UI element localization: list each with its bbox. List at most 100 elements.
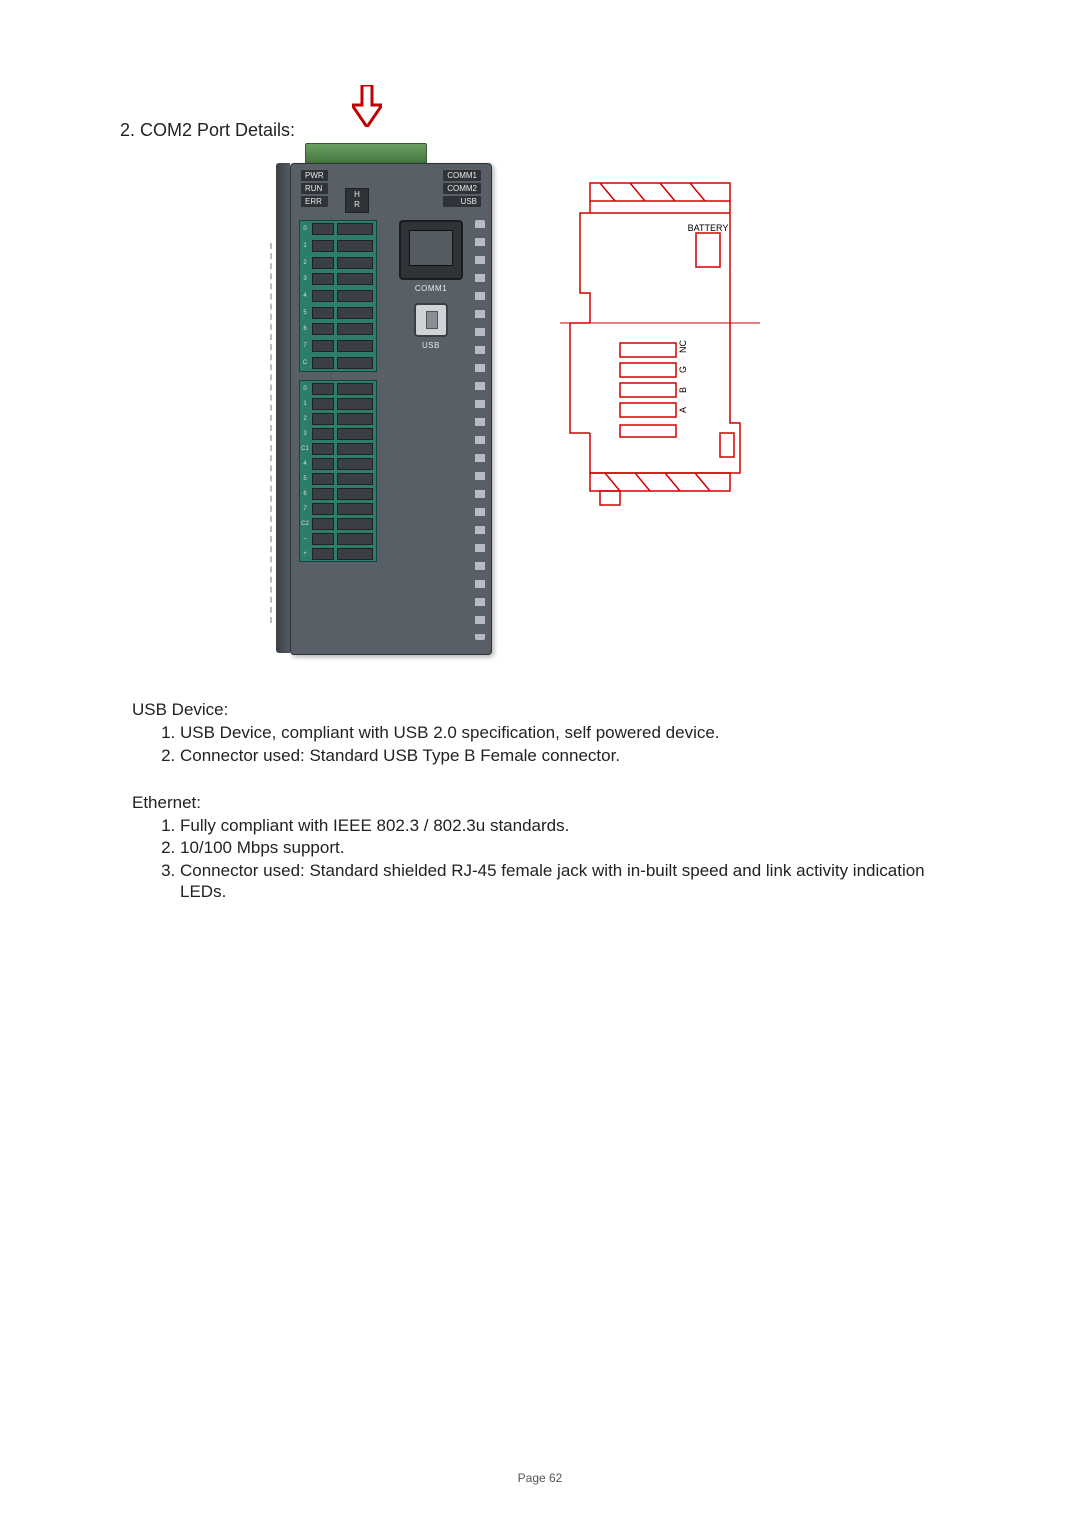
- terminal-screw: [312, 307, 334, 319]
- pin-nc: NC: [678, 340, 688, 353]
- terminal-row-label: 1: [300, 243, 310, 249]
- ethernet-section: Ethernet: Fully compliant with IEEE 802.…: [120, 792, 960, 902]
- status-err: ERR: [301, 196, 328, 207]
- terminal-row-label: C2: [300, 521, 310, 527]
- terminal-row: +: [300, 546, 376, 561]
- terminal-screw: [312, 240, 334, 252]
- terminal-row: C: [300, 354, 376, 371]
- status-usb: USB: [443, 196, 481, 207]
- terminal-row: C1: [300, 441, 376, 456]
- terminal-screw: [312, 458, 334, 470]
- terminal-slot: [337, 413, 373, 425]
- terminal-slot: [337, 458, 373, 470]
- plc-side-edge: [276, 163, 290, 653]
- terminal-row-label: 1: [300, 401, 310, 407]
- terminal-row-label: –: [300, 536, 310, 542]
- terminal-screw: [312, 533, 334, 545]
- terminal-row-label: 2: [300, 416, 310, 422]
- status-col-left: PWR RUN ERR: [301, 170, 328, 207]
- terminal-row: 1: [300, 238, 376, 255]
- terminal-row: 5: [300, 471, 376, 486]
- status-pwr: PWR: [301, 170, 328, 181]
- terminal-screw: [312, 398, 334, 410]
- list-item: Connector used: Standard shielded RJ-45 …: [180, 860, 960, 903]
- terminal-row: 5: [300, 304, 376, 321]
- usb-title: USB Device:: [132, 699, 960, 720]
- list-item: 10/100 Mbps support.: [180, 837, 960, 858]
- terminal-row-label: 6: [300, 491, 310, 497]
- status-run: RUN: [301, 183, 328, 194]
- terminal-screw: [312, 257, 334, 269]
- terminal-row: 4: [300, 456, 376, 471]
- terminal-row: 1: [300, 396, 376, 411]
- hr-r: R: [346, 200, 368, 210]
- terminal-block-x: 01234567C: [299, 220, 377, 372]
- hr-switch: H R: [345, 188, 369, 213]
- ethernet-list: Fully compliant with IEEE 802.3 / 802.3u…: [180, 815, 960, 902]
- terminal-screw: [312, 340, 334, 352]
- terminal-slot: [337, 503, 373, 515]
- status-col-right: COMM1 COMM2 USB: [443, 170, 481, 207]
- terminal-screw: [312, 548, 334, 560]
- terminal-row: 3: [300, 426, 376, 441]
- terminal-row-label: C: [300, 360, 310, 366]
- terminal-screw: [312, 428, 334, 440]
- comm1-label: COMM1: [381, 284, 481, 293]
- pin-a: A: [678, 407, 688, 413]
- usb-list: USB Device, compliant with USB 2.0 speci…: [180, 722, 960, 766]
- list-item: USB Device, compliant with USB 2.0 speci…: [180, 722, 960, 743]
- terminal-row-label: 6: [300, 326, 310, 332]
- terminal-slot: [337, 323, 373, 335]
- terminal-slot: [337, 488, 373, 500]
- terminal-slot: [337, 533, 373, 545]
- battery-label: BATTERY: [688, 223, 729, 233]
- terminal-slot: [337, 518, 373, 530]
- terminal-row-label: 4: [300, 461, 310, 467]
- tb2-rows: 0123C14567C2–+: [300, 381, 376, 561]
- status-comm2: COMM2: [443, 183, 481, 194]
- terminal-row: C2: [300, 516, 376, 531]
- terminal-screw: [312, 357, 334, 369]
- pin-g: G: [678, 366, 688, 373]
- terminal-screw: [312, 273, 334, 285]
- terminal-slot: [337, 443, 373, 455]
- document-page: 2. COM2 Port Details: PWR RUN ERR: [0, 0, 1080, 1525]
- terminal-row: 2: [300, 254, 376, 271]
- rj45-port: [399, 220, 463, 280]
- terminal-slot: [337, 257, 373, 269]
- terminal-slot: [337, 428, 373, 440]
- terminal-row: 4: [300, 288, 376, 305]
- page-number: Page 62: [0, 1471, 1080, 1485]
- terminal-screw: [312, 223, 334, 235]
- terminal-row-label: C1: [300, 446, 310, 452]
- terminal-screw: [312, 323, 334, 335]
- vent-strip: [475, 220, 485, 640]
- terminal-row-label: 0: [300, 386, 310, 392]
- pin-b: B: [678, 387, 688, 393]
- terminal-row-label: +: [300, 551, 310, 557]
- usb-section: USB Device: USB Device, compliant with U…: [120, 699, 960, 766]
- terminal-row-label: 4: [300, 293, 310, 299]
- terminal-screw: [312, 473, 334, 485]
- plc-body: PWR RUN ERR COMM1 COMM2 USB H R: [290, 163, 492, 655]
- ethernet-title: Ethernet:: [132, 792, 960, 813]
- terminal-block-y: 0123C14567C2–+: [299, 380, 377, 562]
- terminal-row-label: 5: [300, 476, 310, 482]
- terminal-row: 7: [300, 338, 376, 355]
- terminal-slot: [337, 223, 373, 235]
- terminal-screw: [312, 443, 334, 455]
- status-comm1: COMM1: [443, 170, 481, 181]
- tb1-rows: 01234567C: [300, 221, 376, 371]
- hr-h: H: [346, 190, 368, 200]
- terminal-screw: [312, 518, 334, 530]
- terminal-row: 3: [300, 271, 376, 288]
- usb-label: USB: [381, 341, 481, 350]
- terminal-slot: [337, 240, 373, 252]
- terminal-slot: [337, 273, 373, 285]
- terminal-screw: [312, 503, 334, 515]
- terminal-slot: [337, 548, 373, 560]
- usb-port: [414, 303, 448, 337]
- terminal-row-label: 3: [300, 431, 310, 437]
- terminal-screw: [312, 413, 334, 425]
- terminal-screw: [312, 290, 334, 302]
